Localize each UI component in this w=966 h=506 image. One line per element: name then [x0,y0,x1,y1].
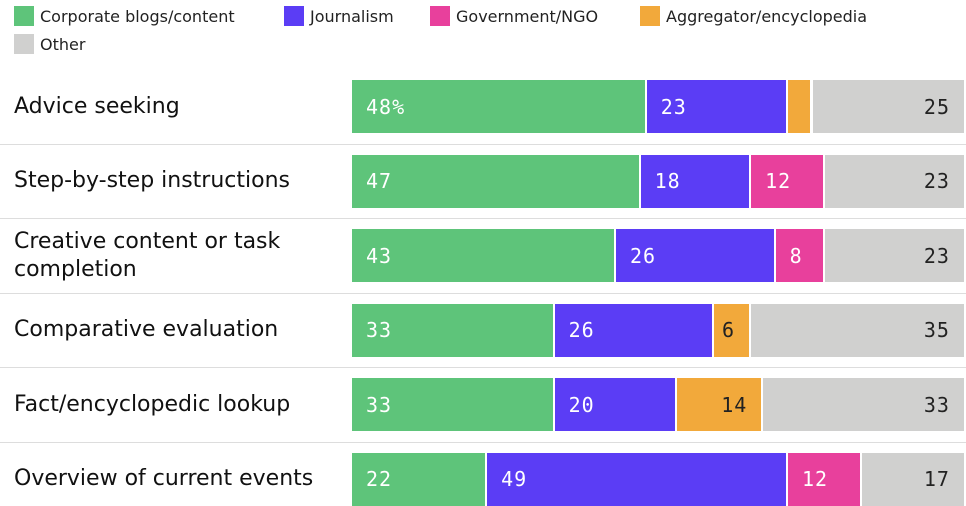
value-label: 26 [630,246,656,266]
legend-label: Journalism [310,7,394,26]
row-separator [0,442,966,443]
value-label: 17 [924,469,950,489]
value-label: 33 [366,395,392,415]
bar-segment [788,80,813,133]
legend-label: Government/NGO [456,7,598,26]
bar-segment: 48% [352,80,647,133]
value-label: 33 [924,395,950,415]
legend-label: Other [40,35,85,54]
bar-segment: 18 [641,155,752,208]
value-label: 14 [721,395,747,415]
value-label: 18 [655,171,681,191]
value-label: 23 [924,171,950,191]
bar-segment: 33 [763,378,966,431]
legend-item: Other [14,34,85,54]
legend-swatch [14,6,34,26]
bar-segment: 47 [352,155,641,208]
bar-segment: 14 [677,378,763,431]
value-label: 6 [722,320,735,340]
value-label: 23 [661,97,687,117]
legend-label: Aggregator/encyclopedia [666,7,867,26]
bar-segment: 12 [788,453,862,506]
bar-segment: 20 [555,378,678,431]
category-label: Fact/encyclopedic lookup [14,378,344,431]
legend-item: Corporate blogs/content [14,6,235,26]
value-label: 8 [790,246,803,266]
value-label: 43 [366,246,392,266]
bar-segment: 23 [825,229,966,282]
legend-label: Corporate blogs/content [40,7,235,26]
value-label: 20 [569,395,595,415]
bar-segment: 22 [352,453,487,506]
value-label: 12 [802,469,828,489]
bar-segment: 26 [555,304,715,357]
row-separator [0,293,966,294]
value-label: 22 [366,469,392,489]
bar-segment: 8 [776,229,825,282]
row-separator [0,144,966,145]
category-label: Step-by-step instructions [14,155,344,208]
value-label: 25 [924,97,950,117]
category-label: Creative content or task completion [14,229,344,282]
category-label: Advice seeking [14,80,344,133]
legend-swatch [284,6,304,26]
row-separator [0,218,966,219]
bar-segment: 25 [813,80,966,133]
value-label: 48% [366,97,405,117]
category-label: Overview of current events [14,453,344,506]
row-separator [0,367,966,368]
legend-swatch [640,6,660,26]
value-label: 47 [366,171,392,191]
value-label: 49 [501,469,527,489]
bar-segment: 17 [862,453,966,506]
bar-segment: 23 [647,80,788,133]
bar-segment: 33 [352,304,555,357]
legend-item: Aggregator/encyclopedia [640,6,867,26]
bar-segment: 35 [751,304,966,357]
value-label: 23 [924,246,950,266]
bar-segment: 6 [714,304,751,357]
bar-segment: 23 [825,155,966,208]
bar-segment: 12 [751,155,825,208]
bar-segment: 43 [352,229,616,282]
legend-item: Journalism [284,6,394,26]
value-label: 12 [765,171,791,191]
legend-swatch [430,6,450,26]
legend-swatch [14,34,34,54]
value-label: 35 [924,320,950,340]
bar-segment: 26 [616,229,776,282]
value-label: 26 [569,320,595,340]
bar-segment: 49 [487,453,788,506]
category-label: Comparative evaluation [14,304,344,357]
bar-segment: 33 [352,378,555,431]
value-label: 33 [366,320,392,340]
legend-item: Government/NGO [430,6,598,26]
